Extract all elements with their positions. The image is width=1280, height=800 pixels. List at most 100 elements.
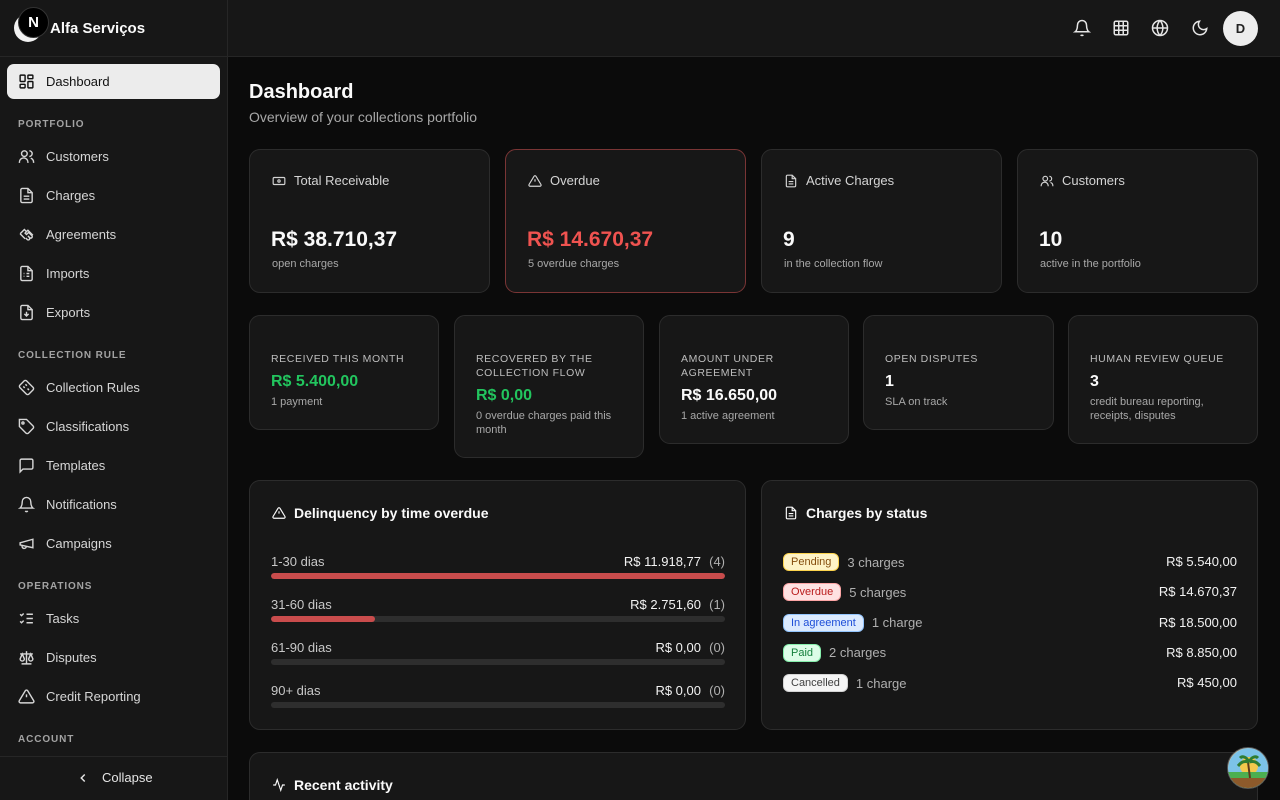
page-subtitle: Overview of your collections portfolio	[249, 109, 477, 125]
panel-title: Delinquency by time overdue	[272, 505, 489, 521]
users-icon	[18, 150, 35, 163]
stat-header: Customers	[1040, 173, 1125, 188]
recent-activity-panel: Recent activity	[249, 752, 1258, 800]
globe-icon[interactable]	[1151, 19, 1169, 37]
list-checks-icon	[19, 613, 33, 624]
panel-title-text: Charges by status	[806, 505, 928, 521]
status-row: In agreement 1 charge R$ 18.500,00	[783, 613, 1237, 633]
grid-icon[interactable]	[1112, 19, 1130, 37]
panel-title: Charges by status	[784, 505, 927, 521]
bucket-row: 61-90 dias R$ 0,00 (0)	[271, 640, 725, 676]
stat-subtext: active in the portfolio	[1040, 258, 1141, 270]
metric-value: R$ 0,00	[476, 387, 533, 404]
sidebar-footer: Collapse	[0, 756, 227, 800]
metric-subtext: credit bureau reporting, receipts, dispu…	[1090, 396, 1204, 422]
stat-label: Total Receivable	[294, 173, 390, 188]
status-count: 5 charges	[849, 584, 907, 600]
bucket-label: 31-60 dias	[271, 597, 332, 612]
sidebar-item-notifications[interactable]: Notifications	[7, 487, 220, 522]
bucket-progress-track	[271, 702, 725, 708]
section-account: ACCOUNT	[18, 734, 75, 745]
status-amount: R$ 8.850,00	[1166, 644, 1237, 660]
sidebar-item-tasks[interactable]: Tasks	[7, 601, 220, 636]
stat-label: Customers	[1062, 173, 1125, 188]
metric-value: R$ 5.400,00	[271, 373, 359, 390]
sidebar-item-agreements[interactable]: Agreements	[7, 217, 220, 252]
sidebar-item-customers[interactable]: Customers	[7, 139, 220, 174]
sidebar-item-exports[interactable]: Exports	[7, 295, 220, 330]
user-avatar[interactable]: D	[1223, 11, 1258, 46]
main-content: Dashboard Overview of your collections p…	[228, 57, 1280, 800]
alert-triangle-icon	[528, 174, 542, 187]
file-text-icon	[20, 187, 33, 204]
sidebar-item-imports[interactable]: Imports	[7, 256, 220, 291]
bell-icon[interactable]	[1073, 19, 1091, 37]
stat-value: R$ 38.710,37	[271, 228, 398, 251]
stat-value: 10	[1039, 228, 1063, 251]
ruler-icon	[18, 379, 35, 396]
status-amount: R$ 5.540,00	[1166, 554, 1237, 569]
status-badge: Cancelled	[783, 674, 848, 693]
collapse-button[interactable]: Collapse	[76, 770, 153, 785]
bell-icon	[18, 496, 35, 513]
bucket-amount: R$ 0,00	[655, 640, 701, 655]
bucket-count: (0)	[709, 640, 725, 655]
sidebar-item-label: Templates	[46, 458, 106, 473]
status-row: Cancelled 1 charge R$ 450,00	[783, 673, 1237, 693]
metric-card-review-queue: HUMAN REVIEW QUEUE 3 credit bureau repor…	[1068, 315, 1258, 444]
megaphone-icon	[19, 538, 34, 550]
bucket-amount: R$ 11.918,77	[623, 554, 701, 569]
status-row: Paid 2 charges R$ 8.850,00	[783, 643, 1237, 663]
sidebar-item-templates[interactable]: Templates	[7, 448, 220, 483]
bucket-label: 1-30 dias	[271, 554, 325, 569]
sidebar-item-dashboard[interactable]: Dashboard	[7, 64, 220, 99]
bucket-progress-fill	[271, 573, 725, 579]
stat-card-customers: Customers 10 active in the portfolio	[1017, 149, 1258, 293]
status-row: Pending 3 charges R$ 5.540,00	[783, 552, 1237, 572]
message-square-icon	[19, 458, 34, 474]
sidebar-item-campaigns[interactable]: Campaigns	[7, 526, 220, 561]
bucket-label: 90+ dias	[271, 683, 321, 698]
delinquency-panel: Delinquency by time overdue 1-30 dias R$ …	[249, 480, 746, 730]
stat-card-overdue: Overdue R$ 14.670,37 5 overdue charges	[505, 149, 746, 293]
metric-value: R$ 16.650,00	[681, 387, 778, 404]
sidebar-item-charges[interactable]: Charges	[7, 178, 220, 213]
bucket-label: 61-90 dias	[271, 640, 332, 655]
floating-avatar-button[interactable]	[1227, 747, 1269, 789]
sidebar-item-collection-rules[interactable]: Collection Rules	[7, 370, 220, 405]
next-devtools-badge[interactable]: N	[18, 7, 49, 38]
file-text-icon	[785, 174, 797, 187]
alert-triangle-icon	[18, 689, 35, 704]
sidebar-item-disputes[interactable]: Disputes	[7, 640, 220, 675]
metric-card-agreement: AMOUNT UNDER AGREEMENT R$ 16.650,00 1 ac…	[659, 315, 849, 444]
sidebar-item-credit-reporting[interactable]: Credit Reporting	[7, 679, 220, 714]
status-badge: In agreement	[783, 613, 864, 632]
banknote-icon	[272, 176, 286, 185]
landscape-avatar-icon	[1228, 748, 1268, 788]
bucket-count: (1)	[709, 597, 725, 612]
stat-header: Total Receivable	[272, 173, 389, 188]
panel-title-text: Recent activity	[294, 777, 393, 793]
moon-icon[interactable]	[1191, 19, 1209, 37]
stat-header: Overdue	[528, 173, 600, 188]
panel-title-text: Delinquency by time overdue	[294, 505, 489, 521]
sidebar-item-label: Campaigns	[46, 536, 112, 551]
sidebar-item-label: Disputes	[46, 650, 97, 665]
sidebar-item-classifications[interactable]: Classifications	[7, 409, 220, 444]
stat-card-active-charges: Active Charges 9 in the collection flow	[761, 149, 1002, 293]
sidebar-item-label: Notifications	[46, 497, 117, 512]
sidebar-item-label: Customers	[46, 149, 109, 164]
metric-value: 1	[885, 373, 894, 390]
scale-icon	[19, 651, 34, 665]
metric-label: RECOVERED BY THE COLLECTION FLOW	[476, 353, 593, 379]
collapse-label: Collapse	[102, 770, 153, 785]
sidebar-item-label: Credit Reporting	[46, 689, 141, 704]
bucket-row: 90+ dias R$ 0,00 (0)	[271, 683, 725, 719]
metric-card-disputes: OPEN DISPUTES 1 SLA on track	[863, 315, 1054, 430]
dashboard-icon	[19, 74, 34, 89]
sidebar-item-label: Charges	[46, 188, 96, 203]
handshake-icon	[19, 228, 34, 241]
users-icon	[1040, 175, 1054, 186]
panel-title: Recent activity	[272, 777, 393, 793]
status-badge: Pending	[783, 553, 840, 571]
